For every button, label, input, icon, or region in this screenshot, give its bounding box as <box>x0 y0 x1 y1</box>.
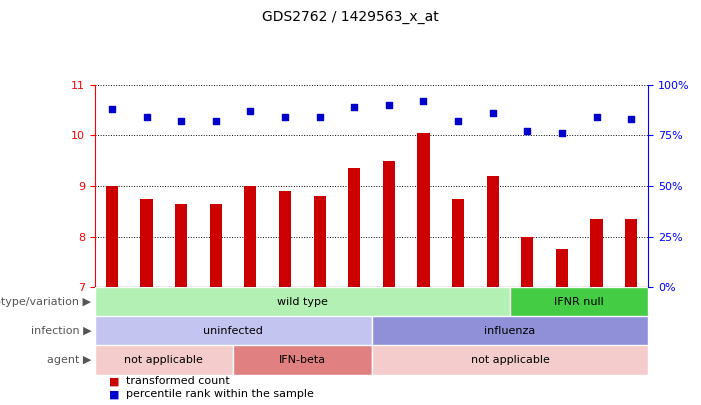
Text: influenza: influenza <box>484 326 536 336</box>
Bar <box>486 176 498 287</box>
Point <box>175 118 186 124</box>
Text: ■: ■ <box>109 389 119 399</box>
Point <box>141 114 152 120</box>
Text: agent ▶: agent ▶ <box>47 355 91 365</box>
Bar <box>245 186 257 287</box>
Bar <box>95 287 510 316</box>
Bar <box>348 168 360 287</box>
Bar <box>522 237 533 287</box>
Bar <box>279 191 291 287</box>
Bar <box>95 345 233 375</box>
Bar <box>313 196 326 287</box>
Bar <box>590 219 603 287</box>
Text: wild type: wild type <box>277 297 328 307</box>
Text: genotype/variation ▶: genotype/variation ▶ <box>0 297 91 307</box>
Point <box>452 118 463 124</box>
Point <box>418 98 429 104</box>
Bar <box>510 287 648 316</box>
Text: IFNR null: IFNR null <box>554 297 604 307</box>
Text: not applicable: not applicable <box>124 355 203 365</box>
Bar <box>372 316 648 345</box>
Bar <box>210 204 222 287</box>
Point <box>557 130 568 136</box>
Bar <box>383 161 395 287</box>
Point <box>348 104 360 110</box>
Point <box>245 108 256 114</box>
Text: percentile rank within the sample: percentile rank within the sample <box>126 389 314 399</box>
Point <box>107 106 118 112</box>
Text: uninfected: uninfected <box>203 326 263 336</box>
Text: ■: ■ <box>109 376 119 386</box>
Bar <box>452 198 464 287</box>
Bar <box>417 133 430 287</box>
Point <box>383 102 395 108</box>
Text: IFN-beta: IFN-beta <box>279 355 326 365</box>
Bar <box>233 345 372 375</box>
Point <box>280 114 291 120</box>
Bar <box>556 249 568 287</box>
Bar <box>175 204 187 287</box>
Text: infection ▶: infection ▶ <box>31 326 91 336</box>
Bar <box>625 219 637 287</box>
Text: transformed count: transformed count <box>126 376 230 386</box>
Point <box>625 116 637 122</box>
Text: GDS2762 / 1429563_x_at: GDS2762 / 1429563_x_at <box>262 10 439 24</box>
Bar <box>95 316 372 345</box>
Text: not applicable: not applicable <box>470 355 550 365</box>
Bar <box>372 345 648 375</box>
Point <box>591 114 602 120</box>
Point <box>522 128 533 134</box>
Point <box>314 114 325 120</box>
Bar <box>106 186 118 287</box>
Bar <box>140 198 153 287</box>
Point <box>210 118 222 124</box>
Point <box>487 110 498 116</box>
